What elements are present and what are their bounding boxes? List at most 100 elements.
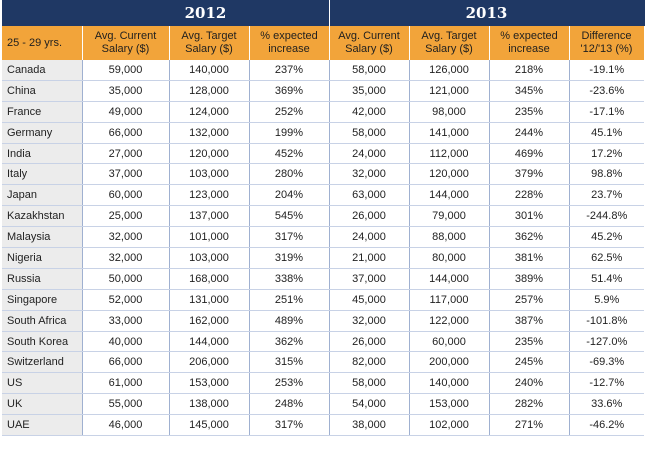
country-cell: India [2,143,83,165]
age-group-header: 25 - 29 yrs. [2,26,83,60]
year-2012-header: 2012 [82,0,330,26]
difference-cell: 45.2% [569,226,644,249]
current-salary-2013-cell: 82,000 [329,351,410,374]
target-salary-2012-cell: 132,000 [169,122,250,144]
difference-cell: -46.2% [569,414,644,437]
target-salary-2012-cell: 103,000 [169,247,250,269]
current-salary-2013-cell: 35,000 [329,80,410,102]
target-salary-2012-cell: 120,000 [169,143,250,165]
increase-2012-cell: 545% [249,205,330,228]
current-salary-2013-cell: 24,000 [329,143,410,165]
difference-header: Difference '12/'13 (%) [569,26,645,60]
column-header-row: 25 - 29 yrs. Avg. Current Salary ($) Avg… [2,26,645,60]
current-salary-2013-cell: 58,000 [329,122,410,144]
increase-2012-cell: 369% [249,80,330,102]
difference-cell: 51.4% [569,268,644,290]
target-salary-2012-cell: 128,000 [169,80,250,102]
country-cell: UK [2,393,83,416]
increase-2012-cell: 237% [249,60,330,81]
target-salary-2012-cell: 145,000 [169,414,250,437]
increase-2013-cell: 235% [489,331,570,353]
increase-2012-cell: 251% [249,289,330,311]
difference-cell: 5.9% [569,289,644,311]
table-row: UAE 46,000 145,000 317% 38,000 102,000 271% -46… [2,414,644,437]
current-salary-2013-header: Avg. Current Salary ($) [329,26,410,60]
year-header-blank [2,0,83,26]
target-salary-2013-cell: 79,000 [409,205,490,228]
increase-2012-cell: 253% [249,372,330,395]
current-salary-2013-cell: 32,000 [329,163,410,186]
target-salary-2012-cell: 206,000 [169,351,250,374]
country-cell: France [2,101,83,123]
salary-table: 2012 2013 25 - 29 yrs. Avg. Current Sala… [2,0,645,437]
current-salary-2012-header: Avg. Current Salary ($) [82,26,170,60]
target-salary-2013-cell: 122,000 [409,310,490,332]
table-row: Russia 50,000 168,000 338% 37,000 144,000 389%… [2,268,644,290]
increase-2013-cell: 387% [489,310,570,332]
increase-2013-cell: 469% [489,143,570,165]
current-salary-2013-cell: 54,000 [329,393,410,416]
difference-cell: 45.1% [569,122,644,144]
table-row: Canada 59,000 140,000 237% 58,000 126,000 218%… [2,60,644,81]
current-salary-2013-cell: 26,000 [329,205,410,228]
increase-2013-cell: 218% [489,60,570,81]
table-row: Germany 66,000 132,000 199% 58,000 141,000 244… [2,122,644,144]
increase-2012-cell: 489% [249,310,330,332]
difference-cell: -12.7% [569,372,644,395]
increase-2012-cell: 317% [249,226,330,249]
target-salary-2013-cell: 60,000 [409,331,490,353]
increase-2013-cell: 271% [489,414,570,437]
increase-2013-cell: 362% [489,226,570,249]
current-salary-2012-cell: 25,000 [82,205,170,228]
country-cell: Russia [2,268,83,290]
country-cell: UAE [2,414,83,437]
increase-2013-cell: 228% [489,184,570,207]
increase-2013-header: % expected increase [489,26,570,60]
current-salary-2012-cell: 50,000 [82,268,170,290]
current-salary-2012-cell: 46,000 [82,414,170,437]
target-salary-2013-cell: 88,000 [409,226,490,249]
target-salary-2012-cell: 123,000 [169,184,250,207]
increase-2012-cell: 338% [249,268,330,290]
current-salary-2012-cell: 32,000 [82,226,170,249]
target-salary-2013-cell: 102,000 [409,414,490,437]
difference-cell: 98.8% [569,163,644,186]
increase-2013-cell: 381% [489,247,570,269]
current-salary-2013-cell: 58,000 [329,372,410,395]
table-row: France 49,000 124,000 252% 42,000 98,000 235% -… [2,101,644,123]
table-row: Japan 60,000 123,000 204% 63,000 144,000 228% 2… [2,184,644,207]
current-salary-2013-cell: 38,000 [329,414,410,437]
increase-2012-cell: 319% [249,247,330,269]
current-salary-2012-cell: 61,000 [82,372,170,395]
country-cell: Italy [2,163,83,186]
target-salary-2012-cell: 162,000 [169,310,250,332]
table-body: Canada 59,000 140,000 237% 58,000 126,000 218%… [2,60,644,437]
current-salary-2012-cell: 32,000 [82,247,170,269]
target-salary-2012-header: Avg. Target Salary ($) [169,26,250,60]
difference-cell: -101.8% [569,310,644,332]
current-salary-2013-cell: 58,000 [329,60,410,81]
year-2013-header: 2013 [329,0,645,26]
table-row: South Africa 33,000 162,000 489% 32,000 122,0… [2,310,644,332]
table-row: India 27,000 120,000 452% 24,000 112,000 469% 1… [2,143,644,165]
country-cell: Singapore [2,289,83,311]
increase-2012-cell: 452% [249,143,330,165]
target-salary-2012-cell: 138,000 [169,393,250,416]
current-salary-2012-cell: 40,000 [82,331,170,353]
target-salary-2012-cell: 103,000 [169,163,250,186]
target-salary-2013-cell: 144,000 [409,184,490,207]
target-salary-2012-cell: 153,000 [169,372,250,395]
country-cell: Japan [2,184,83,207]
target-salary-2012-cell: 140,000 [169,60,250,81]
target-salary-2012-cell: 144,000 [169,331,250,353]
increase-2012-cell: 315% [249,351,330,374]
difference-cell: 23.7% [569,184,644,207]
target-salary-2013-cell: 98,000 [409,101,490,123]
target-salary-2013-cell: 80,000 [409,247,490,269]
country-cell: Canada [2,60,83,81]
difference-cell: -244.8% [569,205,644,228]
target-salary-2012-cell: 137,000 [169,205,250,228]
country-cell: Kazakhstan [2,205,83,228]
current-salary-2012-cell: 49,000 [82,101,170,123]
target-salary-2013-cell: 121,000 [409,80,490,102]
